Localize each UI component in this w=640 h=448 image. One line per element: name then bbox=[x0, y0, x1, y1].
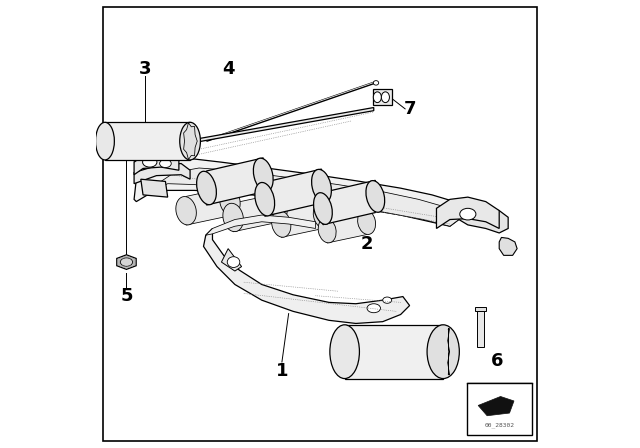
Text: 6: 6 bbox=[491, 352, 503, 370]
Text: 4: 4 bbox=[222, 60, 234, 78]
Ellipse shape bbox=[366, 181, 385, 212]
Polygon shape bbox=[459, 208, 508, 233]
Ellipse shape bbox=[220, 187, 240, 215]
Ellipse shape bbox=[267, 194, 287, 222]
Polygon shape bbox=[134, 155, 179, 175]
Ellipse shape bbox=[427, 325, 460, 379]
Ellipse shape bbox=[358, 210, 376, 234]
Text: 1: 1 bbox=[276, 362, 288, 380]
Ellipse shape bbox=[460, 208, 476, 220]
Polygon shape bbox=[477, 311, 484, 347]
Ellipse shape bbox=[196, 171, 216, 205]
Polygon shape bbox=[221, 249, 242, 271]
Polygon shape bbox=[105, 122, 190, 160]
Polygon shape bbox=[204, 228, 410, 323]
Ellipse shape bbox=[313, 202, 333, 228]
Polygon shape bbox=[184, 123, 197, 159]
Polygon shape bbox=[134, 164, 190, 184]
Polygon shape bbox=[281, 202, 323, 237]
Polygon shape bbox=[373, 89, 392, 105]
Polygon shape bbox=[233, 194, 277, 232]
Ellipse shape bbox=[314, 193, 332, 224]
Ellipse shape bbox=[253, 158, 273, 192]
Bar bbox=[467, 383, 532, 435]
Polygon shape bbox=[265, 169, 321, 216]
Text: 3: 3 bbox=[139, 60, 152, 78]
Ellipse shape bbox=[176, 197, 196, 225]
Ellipse shape bbox=[227, 257, 240, 267]
Polygon shape bbox=[134, 159, 463, 226]
Text: 2: 2 bbox=[361, 235, 373, 253]
Text: 5: 5 bbox=[120, 287, 132, 305]
Ellipse shape bbox=[180, 122, 200, 160]
Polygon shape bbox=[207, 158, 263, 205]
Polygon shape bbox=[206, 215, 316, 235]
Ellipse shape bbox=[330, 325, 360, 379]
Text: 7: 7 bbox=[403, 100, 416, 118]
Ellipse shape bbox=[95, 122, 115, 160]
Ellipse shape bbox=[383, 297, 392, 303]
Polygon shape bbox=[345, 325, 443, 379]
Ellipse shape bbox=[373, 92, 381, 103]
Polygon shape bbox=[475, 307, 486, 311]
Ellipse shape bbox=[373, 81, 379, 85]
Polygon shape bbox=[323, 181, 375, 224]
Ellipse shape bbox=[271, 211, 291, 237]
Ellipse shape bbox=[223, 203, 243, 232]
Ellipse shape bbox=[312, 169, 332, 203]
Polygon shape bbox=[448, 328, 449, 375]
Polygon shape bbox=[141, 179, 168, 197]
Polygon shape bbox=[116, 255, 136, 269]
Ellipse shape bbox=[120, 258, 132, 266]
Ellipse shape bbox=[381, 92, 389, 103]
Ellipse shape bbox=[367, 304, 380, 313]
Polygon shape bbox=[159, 168, 459, 226]
Polygon shape bbox=[478, 396, 514, 416]
Polygon shape bbox=[499, 237, 517, 255]
Ellipse shape bbox=[255, 182, 275, 216]
Text: 00_28302: 00_28302 bbox=[484, 423, 515, 428]
Polygon shape bbox=[134, 108, 374, 153]
Ellipse shape bbox=[143, 157, 157, 167]
Polygon shape bbox=[134, 146, 190, 161]
Polygon shape bbox=[186, 187, 230, 225]
Polygon shape bbox=[436, 197, 499, 228]
Ellipse shape bbox=[318, 218, 336, 243]
Polygon shape bbox=[327, 210, 367, 243]
Ellipse shape bbox=[159, 159, 172, 168]
